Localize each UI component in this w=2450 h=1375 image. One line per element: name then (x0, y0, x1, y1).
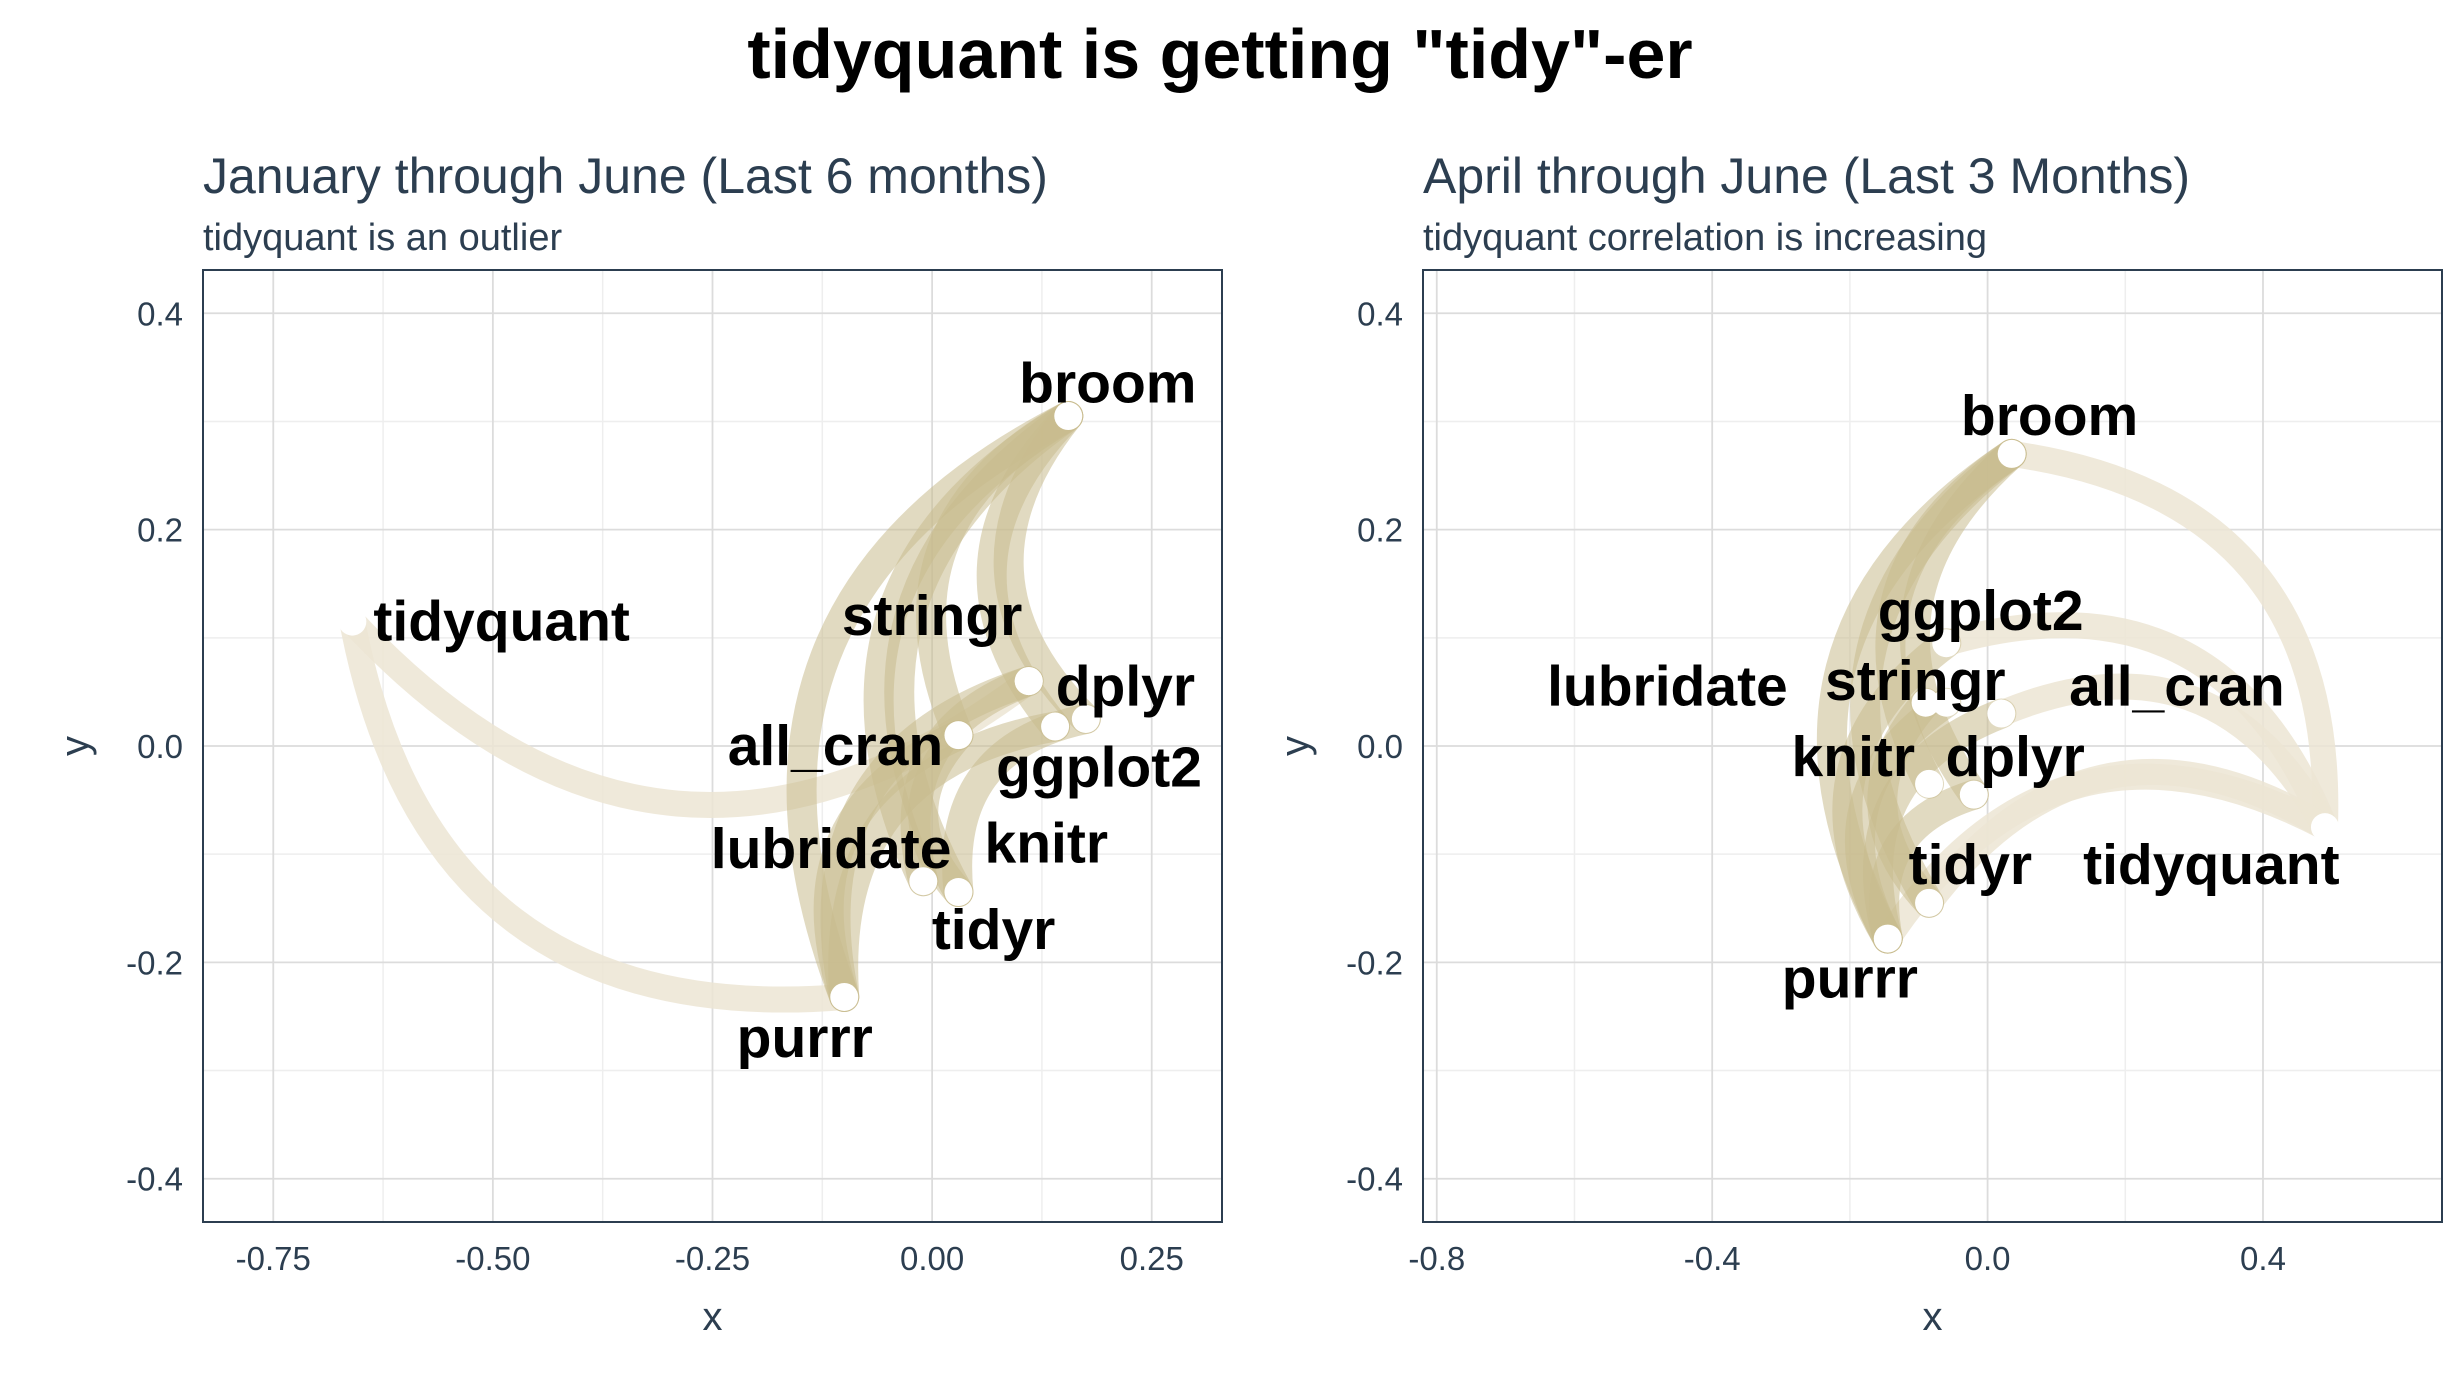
panel-subtitle: tidyquant correlation is increasing (1423, 217, 1987, 259)
y-tick-label: -0.2 (126, 944, 183, 981)
node-label-tidyr: tidyr (932, 898, 1056, 962)
figure-title: tidyquant is getting "tidy"-er (747, 15, 1692, 93)
y-tick-label: -0.4 (126, 1161, 183, 1198)
node-label-lubridate: lubridate (1547, 655, 1788, 719)
edge-tidyquant-purrr (339, 608, 858, 1013)
x-tick-label: 0.25 (1120, 1240, 1184, 1277)
nodes (1873, 439, 2339, 953)
node-tidyr (944, 878, 973, 907)
node-label-lubridate: lubridate (711, 817, 952, 881)
x-axis-label: x (1923, 1295, 1943, 1339)
node-label-broom: broom (1019, 352, 1196, 416)
nodes (338, 402, 1100, 1011)
node-label-dplyr: dplyr (1945, 725, 2084, 789)
panel-1: January through June (Last 6 months) tidy… (53, 148, 1223, 1339)
node-lubridate (909, 867, 938, 896)
node-all_cran (944, 721, 973, 750)
node-label-knitr: knitr (1792, 725, 1916, 789)
node-all_cran (1987, 699, 2016, 728)
panel-border (202, 269, 1223, 1223)
node-label-ggplot2: ggplot2 (1878, 579, 2084, 643)
x-axis-label: x (703, 1295, 723, 1339)
node-label-broom: broom (1961, 384, 2138, 448)
y-tick-label: -0.4 (1346, 1161, 1403, 1198)
node-tidyquant (2310, 813, 2339, 842)
x-tick-label: -0.75 (236, 1240, 311, 1277)
edge-tidyquant-tidyr (1916, 758, 2338, 916)
node-knitr (1915, 769, 1944, 798)
edge-knitr-purrr (828, 711, 1071, 1012)
edge-broom-all_cran (916, 401, 1084, 751)
node-label-stringr: stringr (842, 584, 1023, 648)
edges (1816, 438, 2339, 954)
edge-tidyquant-all_cran (1988, 673, 2338, 841)
node-label-all_cran: all_cran (2069, 655, 2284, 719)
node-knitr (1041, 712, 1070, 741)
panel-title: January through June (Last 6 months) (203, 148, 1048, 204)
panel-title: April through June (Last 3 Months) (1423, 148, 2190, 204)
node-broom (1997, 439, 2026, 468)
panel-2: April through June (Last 3 Months) tidyqu… (1273, 148, 2443, 1339)
node-label-tidyr: tidyr (1909, 833, 2033, 897)
x-tick-label: -0.8 (1408, 1240, 1465, 1277)
grid-lines (203, 270, 1222, 1222)
node-dplyr (1014, 667, 1043, 696)
node-ggplot2 (1071, 704, 1100, 733)
y-axis-label: y (53, 736, 97, 756)
node-labels: broom ggplot2 lubridate stringr all_cranknit… (1547, 384, 2340, 1011)
y-tick-label: 0.2 (1357, 512, 1403, 549)
y-tick-label: 0.0 (137, 728, 183, 765)
node-purrr (1873, 924, 1902, 953)
node-ggplot2 (1932, 629, 1961, 658)
node-label-stringr: stringr (1825, 649, 2006, 713)
node-label-tidyquant: tidyquant (2083, 833, 2339, 897)
x-tick-label: -0.50 (455, 1240, 530, 1277)
x-tick-label: 0.00 (900, 1240, 964, 1277)
node-label-tidyquant: tidyquant (373, 590, 629, 654)
x-tick-label: -0.25 (675, 1240, 750, 1277)
y-axis-label: y (1273, 736, 1317, 756)
node-label-knitr: knitr (985, 811, 1109, 875)
x-tick-label: 0.0 (1965, 1240, 2011, 1277)
node-labels: broom tidyquant stringr dplyr all_cran ggplot… (373, 352, 1201, 1071)
node-broom (1054, 402, 1083, 431)
node-tidyr (1915, 888, 1944, 917)
node-tidyquant (338, 607, 367, 636)
y-tick-label: 0.2 (137, 512, 183, 549)
panel-subtitle: tidyquant is an outlier (203, 217, 562, 259)
x-tick-label: 0.4 (2240, 1240, 2286, 1277)
node-dplyr (1959, 780, 1988, 809)
node-label-all_cran: all_cran (728, 714, 943, 778)
node-label-ggplot2: ggplot2 (996, 736, 1202, 800)
y-tick-label: 0.0 (1357, 728, 1403, 765)
edge-lubridate-tidyr (1867, 687, 1945, 918)
edge-tidyquant-broom (1998, 440, 2339, 841)
y-tick-label: 0.4 (137, 295, 183, 332)
node-lubridate (1911, 688, 1940, 717)
node-label-purrr: purrr (1782, 947, 1918, 1011)
edge-dplyr-purrr (1869, 779, 1989, 954)
y-tick-label: 0.4 (1357, 295, 1403, 332)
y-tick-label: -0.2 (1346, 944, 1403, 981)
node-purrr (830, 982, 859, 1011)
edge-all_cran-tidyr (908, 720, 974, 908)
node-label-purrr: purrr (737, 1006, 873, 1070)
edges (339, 401, 1101, 1013)
node-stringr (1932, 688, 1961, 717)
x-tick-label: -0.4 (1684, 1240, 1741, 1277)
panel-border (1422, 269, 2443, 1223)
node-label-dplyr: dplyr (1056, 655, 1195, 719)
